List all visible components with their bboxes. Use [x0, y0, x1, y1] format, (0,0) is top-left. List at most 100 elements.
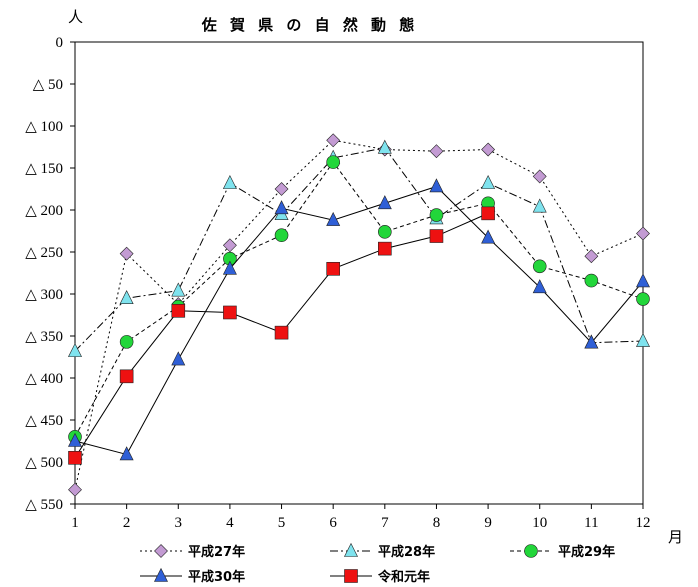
series-5: [68, 206, 495, 465]
x-tick-label: 9: [484, 515, 492, 531]
legend-label: 令和元年: [378, 569, 430, 585]
data-point: [119, 290, 134, 305]
legend-marker: [154, 567, 168, 582]
y-tick-label: △ 200: [25, 203, 63, 219]
legend-marker: [154, 544, 168, 558]
y-tick-label: △ 550: [25, 497, 63, 513]
data-point: [481, 229, 496, 244]
data-point: [429, 144, 444, 159]
legend-marker: [344, 542, 358, 557]
y-tick-label: △ 350: [25, 329, 63, 345]
data-point: [171, 351, 186, 366]
data-point: [119, 246, 134, 261]
data-point: [377, 139, 392, 154]
y-tick-label: △ 450: [25, 413, 63, 429]
series-line: [74, 185, 644, 456]
data-point: [636, 226, 650, 241]
x-tick-label: 12: [636, 515, 651, 531]
series-layer: [68, 133, 650, 497]
legend-label: 平成27年: [188, 544, 245, 560]
data-point: [584, 249, 599, 264]
data-point: [222, 260, 237, 275]
data-point: [119, 335, 134, 349]
legend-marker: [344, 569, 358, 583]
data-point: [429, 229, 444, 243]
x-tick-label: 7: [381, 515, 389, 531]
x-tick-label: 3: [175, 515, 183, 531]
data-point: [636, 332, 650, 347]
data-point: [68, 482, 82, 497]
legend-label: 平成28年: [378, 544, 435, 560]
legend-label: 平成30年: [188, 569, 245, 585]
data-point: [429, 208, 444, 222]
y-tick-label: △ 400: [25, 371, 63, 387]
data-point: [171, 303, 186, 318]
x-tick-label: 4: [226, 515, 234, 531]
data-point: [68, 450, 82, 465]
y-tick-label: △ 50: [33, 77, 63, 93]
series-line: [74, 161, 644, 438]
data-point: [377, 195, 392, 210]
legend-marker: [524, 544, 538, 558]
series-2: [68, 139, 650, 357]
data-point: [274, 200, 289, 215]
data-point: [68, 432, 82, 447]
data-point: [274, 182, 289, 196]
x-tick-label: 8: [433, 515, 441, 531]
series-line: [74, 147, 644, 352]
x-tick-label: 11: [584, 515, 598, 531]
data-point: [222, 174, 237, 189]
y-tick-label: △ 150: [25, 161, 63, 177]
y-tick-label: △ 250: [25, 245, 63, 261]
x-tick-label: 2: [123, 515, 131, 531]
legend-item: 平成30年: [140, 567, 245, 585]
data-point: [532, 259, 547, 274]
legend-item: 令和元年: [330, 569, 430, 585]
axes: 0 △ 50 △ 100 △ 150 △ 200 △ 250 △ 300 △ 350 △ 400…: [25, 35, 650, 531]
data-point: [636, 292, 650, 306]
plot-area: [74, 41, 644, 505]
data-point: [532, 198, 547, 213]
data-point: [481, 206, 495, 221]
legend-item: 平成28年: [330, 542, 435, 560]
data-point: [636, 273, 650, 288]
y-tick-label: 0: [56, 35, 64, 51]
data-point: [171, 282, 186, 297]
x-tick-label: 10: [532, 515, 547, 531]
x-tick-label: 5: [278, 515, 286, 531]
data-point: [378, 241, 392, 256]
data-point: [326, 261, 340, 276]
y-tick-label: △ 300: [25, 287, 63, 303]
data-point: [481, 174, 496, 189]
data-point: [68, 342, 82, 357]
data-point: [223, 305, 237, 320]
y-unit-label: 人: [68, 8, 83, 26]
data-point: [326, 155, 340, 169]
data-point: [584, 334, 599, 349]
data-point: [326, 211, 341, 226]
series-line: [74, 139, 644, 490]
x-tick-label: 1: [71, 515, 79, 531]
x-unit-label: 月: [668, 528, 683, 546]
data-point: [481, 142, 496, 157]
legend-label: 平成29年: [558, 544, 615, 560]
legend-item: 平成27年: [140, 544, 245, 560]
y-tick-label: △ 500: [25, 455, 63, 471]
chart-title: 佐 賀 県 の 自 然 動 態: [201, 16, 419, 34]
series-4: [68, 178, 650, 461]
data-point: [222, 238, 237, 253]
data-point: [274, 325, 289, 340]
series-1: [68, 133, 650, 497]
data-point: [532, 169, 547, 184]
x-tick-label: 6: [329, 515, 337, 531]
data-point: [378, 225, 392, 239]
legend-item: 平成29年: [510, 544, 615, 560]
data-point: [274, 228, 289, 242]
data-point: [584, 273, 599, 288]
data-point: [119, 369, 134, 384]
y-tick-label: △ 100: [25, 119, 63, 135]
data-point: [326, 133, 341, 148]
data-point: [429, 178, 444, 193]
